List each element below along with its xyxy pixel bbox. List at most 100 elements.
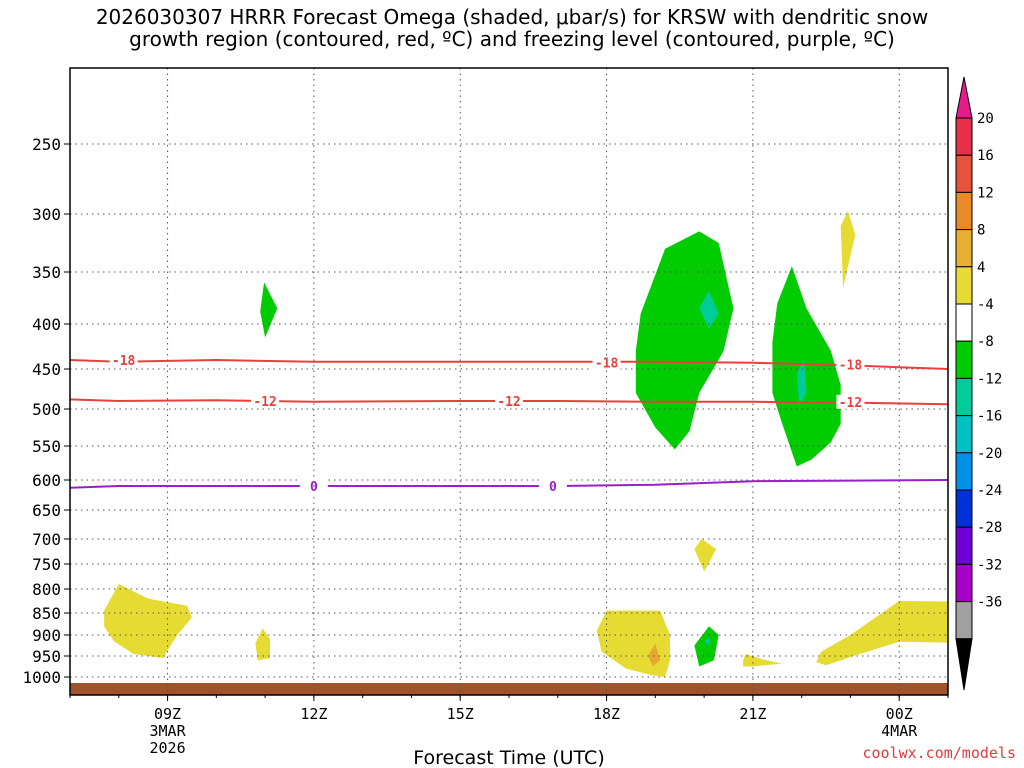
x-tick-date-label: 3MAR <box>149 722 186 740</box>
contour-label-bg <box>836 394 865 409</box>
omega-area-ascent-low-20z <box>694 626 719 667</box>
omega-area-descent-low-21z <box>743 653 783 667</box>
colorbar-swatch <box>955 117 973 156</box>
contour-label-bg <box>592 355 621 370</box>
x-tick-label: 00Z <box>886 705 913 723</box>
y-tick-label: 800 <box>32 580 61 599</box>
contour-label-bg <box>251 394 280 408</box>
y-tick-label: 750 <box>32 555 61 574</box>
x-tick-label: 09Z <box>154 705 181 723</box>
temperature-contours: -18 -18 -18 -12 -12 -12 0 0 <box>69 353 949 495</box>
colorbar-swatch <box>955 191 973 231</box>
omega-shading <box>104 211 948 677</box>
contour-label-bg <box>538 479 567 493</box>
y-tick-label: 900 <box>32 626 61 645</box>
omega-area-ascent-core-22z <box>796 360 807 405</box>
x-tick-label: 18Z <box>593 705 620 723</box>
y-tick-label: 550 <box>32 437 61 456</box>
x-axis-title: Forecast Time (UTC) <box>413 747 604 768</box>
contour-label-bg <box>299 479 328 493</box>
y-tick-label: 950 <box>32 647 61 666</box>
colorbar-swatch <box>955 489 973 528</box>
chart-title: 2026030307 HRRR Forecast Omega (shaded, … <box>0 6 1024 50</box>
x-tick-year-label: 2026 <box>149 739 185 757</box>
colorbar-label: -32 <box>977 557 1002 573</box>
y-tick-label: 450 <box>32 360 61 379</box>
colorbar-label: 20 <box>977 111 994 127</box>
omega-area-descent-mid-20z <box>694 539 717 572</box>
contour-freezing-level <box>69 479 949 489</box>
y-tick-label: 500 <box>32 400 61 419</box>
colorbar-label: 12 <box>977 185 994 201</box>
grid-lines <box>70 68 948 695</box>
contour-label: -12 <box>839 396 862 411</box>
chart-title-line-2: growth region (contoured, red, ºC) and f… <box>129 27 895 51</box>
colorbar-label: -28 <box>977 520 1002 536</box>
x-tick-date-label: 4MAR <box>881 722 918 740</box>
terrain-layer <box>70 683 948 695</box>
contour-label: -18 <box>112 354 136 369</box>
colorbar-label: -8 <box>977 334 994 350</box>
contour-label: -12 <box>497 395 520 410</box>
colorbar-swatch <box>955 526 973 565</box>
colorbar: 20 16 12 8 4 -4 -8 -12 -16 -20 -24 -28 -32 -36 <box>955 76 1002 691</box>
colorbar-label: -16 <box>977 409 1002 425</box>
contour-label: -12 <box>253 395 276 410</box>
colorbar-bottom-arrow <box>955 638 973 691</box>
colorbar-swatch <box>955 229 973 268</box>
contour-label-bg <box>109 353 138 367</box>
colorbar-label: 4 <box>977 260 985 276</box>
y-tick-label: 250 <box>32 135 61 154</box>
colorbar-swatch <box>955 154 973 193</box>
contour-label-bg <box>495 394 523 408</box>
y-tick-label: 350 <box>32 263 61 282</box>
colorbar-label: -4 <box>977 297 994 313</box>
colorbar-swatch <box>955 415 973 454</box>
colorbar-label: -36 <box>977 595 1002 611</box>
colorbar-swatch <box>955 303 973 342</box>
omega-area-descent-low-00z <box>816 601 948 666</box>
omega-area-descent-core-19z <box>648 643 661 667</box>
y-axis: 250 300 350 400 450 500 550 600 650 700 750 800 850 9… <box>22 135 70 687</box>
y-tick-label: 850 <box>32 604 61 623</box>
x-tick-label: 12Z <box>300 705 327 723</box>
colorbar-label: -20 <box>977 446 1002 462</box>
y-tick-label: 1000 <box>22 668 61 687</box>
omega-area-descent-low-19z <box>596 610 670 677</box>
colorbar-label: -12 <box>977 371 1002 387</box>
y-tick-label: 650 <box>32 501 61 520</box>
credit-link[interactable]: coolwx.com/models <box>862 744 1016 762</box>
contour-label: -18 <box>839 359 863 374</box>
contour-dendritic-top <box>69 358 949 370</box>
colorbar-swatch <box>955 266 973 305</box>
omega-area-ascent-upper-19z <box>635 231 734 450</box>
y-tick-label: 400 <box>32 315 61 334</box>
colorbar-label: -24 <box>977 483 1002 499</box>
colorbar-swatch <box>955 377 973 417</box>
omega-area-ascent-low-core-20z <box>704 638 709 646</box>
colorbar-top-arrow <box>955 76 973 119</box>
omega-area-descent-low-08z <box>104 584 192 659</box>
contour-label-bg <box>836 357 865 372</box>
colorbar-label: 16 <box>977 148 994 164</box>
contour-label: 0 <box>310 480 318 495</box>
y-tick-label: 300 <box>32 205 61 224</box>
x-tick-label: 21Z <box>739 705 766 723</box>
colorbar-label: 8 <box>977 223 985 239</box>
omega-area-ascent-core-19z <box>699 290 719 329</box>
contour-label: 0 <box>549 480 557 495</box>
x-tick-label: 15Z <box>447 705 474 723</box>
contour-label: -18 <box>595 357 619 372</box>
terrain-band <box>70 683 948 695</box>
omega-area-ascent-small-11z <box>260 282 278 338</box>
omega-area-descent-upper-23z <box>840 211 856 288</box>
omega-area-ascent-upper-22z <box>772 266 841 467</box>
colorbar-swatch <box>955 340 973 379</box>
colorbar-swatch <box>955 601 973 640</box>
y-tick-label: 600 <box>32 471 61 490</box>
chart-title-line-1: 2026030307 HRRR Forecast Omega (shaded, … <box>95 5 929 29</box>
omega-area-descent-low-11z <box>255 628 270 661</box>
colorbar-swatch <box>955 563 973 603</box>
